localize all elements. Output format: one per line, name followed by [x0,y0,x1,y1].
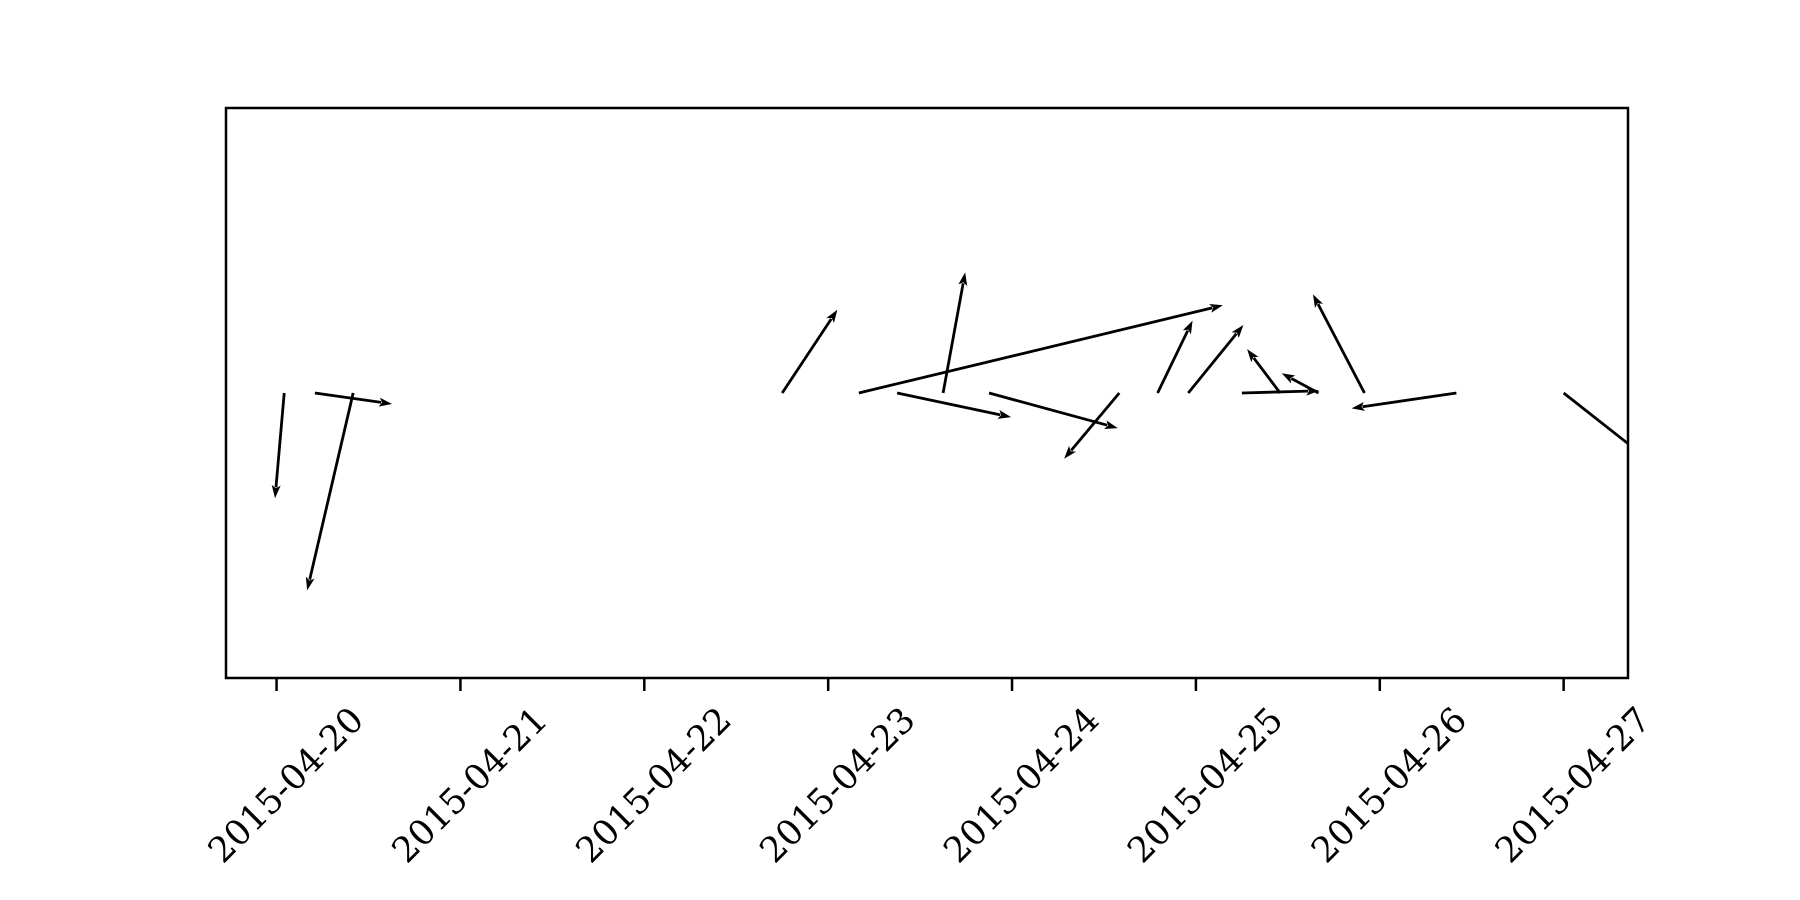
arrow-head [1209,303,1223,313]
quiver-arrow [1156,320,1193,394]
arrow-head [1281,373,1296,384]
x-tick-label: 2015-04-23 [753,700,924,871]
arrow-shaft [988,391,1108,427]
arrow-head [1643,454,1656,466]
arrow-head [958,272,968,287]
quiver-arrow [781,309,838,394]
arrow-head [271,484,281,499]
arrow-head [1351,402,1366,411]
quiver-arrow [1312,294,1366,394]
quiver-arrow [305,392,355,591]
arrow-shaft [896,391,1001,417]
quiver-arrow [1247,349,1282,394]
arrow-shaft [314,391,382,404]
x-tick-label: 2015-04-21 [385,700,556,871]
arrow-head [826,309,838,324]
quiver-arrow [1351,391,1457,411]
quiver-arrow [1281,373,1320,395]
arrow-head [1182,320,1193,335]
arrows-layer [271,272,1656,591]
arrow-head [1064,445,1076,459]
quiver-arrow [1562,391,1656,466]
quiver-arrow [858,303,1223,395]
quiver-arrow [271,392,286,499]
arrow-shaft [1562,391,1628,446]
x-axis: 2015-04-20 2015-04-21 2015-04-22 2015-04-23… [201,678,1659,871]
arrow-head [1247,349,1259,363]
quiver-arrow [941,272,968,394]
arrow-shaft [1070,392,1121,452]
x-tick-label: 2015-04-22 [569,700,740,871]
plot-background [226,108,1628,678]
arrow-head [1312,294,1323,308]
x-tick-label: 2015-04-24 [936,700,1107,871]
arrow-head [1104,420,1118,429]
arrow-shaft [1290,377,1320,395]
plot-frame [224,106,1630,680]
x-tick-label: 2015-04-26 [1304,700,1475,871]
arrow-shaft [308,392,355,580]
x-tick-label: 2015-04-27 [1488,700,1659,871]
arrow-shaft [1241,389,1309,395]
arrow-head [997,410,1012,419]
arrow-shaft [274,392,286,488]
arrow-shaft [1187,332,1238,394]
arrow-shaft [1316,303,1366,394]
x-tick-label: 2015-04-25 [1120,700,1291,871]
arrow-shaft [858,306,1213,395]
x-tick-label: 2015-04-20 [201,700,372,871]
quiver-arrow [1187,325,1244,394]
arrow-head [378,397,393,407]
quiver-arrow [1064,392,1121,459]
arrow-shaft [1156,329,1190,394]
quiver-arrow [314,391,393,407]
quiver-arrow [988,391,1118,429]
arrow-shaft [1362,391,1457,409]
arrow-head [1231,325,1244,338]
arrow-head [305,576,315,591]
arrow-shaft [1252,357,1282,394]
quiver-arrow [896,391,1012,419]
arrow-shaft [941,282,965,394]
arrow-shaft [781,318,833,394]
